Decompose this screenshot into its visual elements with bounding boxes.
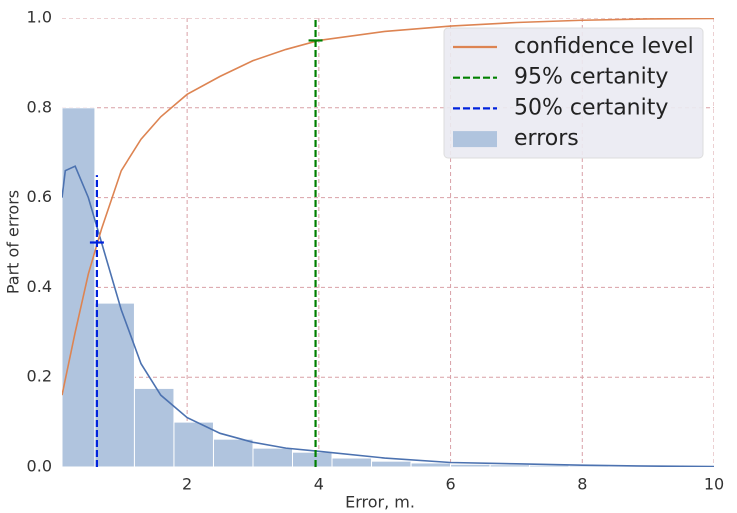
legend-swatch — [453, 131, 497, 148]
legend-label: 95% certanity — [514, 65, 668, 90]
legend-label: errors — [514, 126, 579, 151]
legend: confidence level 95% certanity 50% certani… — [443, 27, 704, 159]
y-tick-label: 0.0 — [27, 457, 52, 476]
plot-area — [62, 18, 714, 467]
bar — [133, 387, 175, 467]
x-axis-label: Error, m. — [345, 493, 415, 512]
bar — [450, 463, 491, 467]
bar — [173, 421, 214, 467]
y-tick-label: 0.8 — [27, 97, 52, 116]
line — [62, 18, 714, 396]
y-axis-label: Part of errors — [4, 190, 23, 294]
bar — [62, 107, 96, 467]
legend-box — [443, 27, 704, 159]
bar — [410, 462, 452, 467]
bar — [331, 457, 373, 467]
x-tick-label: 10 — [704, 475, 724, 494]
x-tick-label: 2 — [182, 475, 192, 494]
legend-label: 50% certanity — [514, 95, 668, 120]
bar — [489, 464, 531, 467]
bar — [212, 438, 254, 467]
y-tick-label: 0.6 — [27, 187, 52, 206]
line — [62, 165, 714, 467]
bar — [252, 447, 294, 467]
bar — [94, 302, 135, 467]
x-tick-label: 8 — [577, 475, 587, 494]
y-tick-label: 0.2 — [27, 367, 52, 386]
y-tick-label: 1.0 — [27, 8, 52, 27]
x-tick-label: 4 — [314, 475, 324, 494]
x-tick-label: 6 — [445, 475, 455, 494]
legend-label: confidence level — [514, 34, 694, 59]
bar — [371, 460, 412, 467]
y-tick-label: 0.4 — [27, 277, 52, 296]
bar — [292, 451, 333, 467]
